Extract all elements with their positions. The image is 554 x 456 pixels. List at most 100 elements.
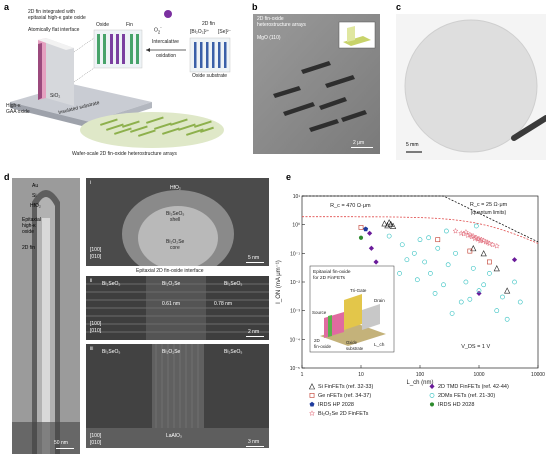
label-oxidation: oxidation — [156, 53, 177, 59]
d-iii-scale: 3 nm — [248, 439, 260, 445]
d-ii-title: Epitaxial 2D fin-oxide interface — [136, 268, 204, 274]
data-point — [468, 233, 475, 240]
data-point — [470, 245, 477, 252]
tweezer-icon — [511, 115, 549, 141]
panel-d: d Au Si HfO₂ Epitaxial high-κ oxide 2D f… — [2, 172, 270, 454]
legend-marker — [429, 393, 435, 398]
data-point — [464, 232, 472, 239]
label-oxide: Oxide — [96, 22, 110, 28]
x-axis-label: L_ch (nm) — [406, 380, 433, 386]
d-ii-scale-bar — [246, 336, 264, 337]
panel-a-illustration — [10, 10, 231, 148]
d-i-axis-1: [100] — [90, 247, 102, 253]
x-tick-label: 1 — [301, 372, 304, 378]
data-point — [445, 262, 451, 268]
d-i-shell-1: Bi₂SeO₅ — [166, 211, 185, 217]
d-si: Si — [32, 193, 37, 199]
x-tick-label: 10000 — [531, 372, 545, 378]
data-point — [381, 220, 388, 227]
data-point — [367, 230, 373, 236]
d-i-scale: 5 nm — [248, 255, 260, 261]
d-i-scale-bar — [246, 262, 264, 263]
y-tick-label: 10⁰ — [292, 223, 300, 229]
label-2d-fin: 2D fin integrated with — [28, 9, 75, 15]
d-au: Au — [32, 183, 39, 189]
data-point — [453, 250, 458, 256]
legend-label: IRDS HD 2028 — [438, 402, 474, 408]
legend-marker — [308, 383, 316, 390]
data-point — [493, 265, 500, 272]
y-tick-label: 10⁻⁴ — [290, 337, 300, 343]
inset-substrate — [320, 324, 386, 346]
data-point — [432, 291, 438, 296]
c-scale-text: 5 mm — [406, 142, 419, 148]
label-2d-fin-right: 2D fin — [202, 21, 216, 27]
legend-marker — [308, 410, 316, 417]
d-scale-bar — [56, 448, 74, 449]
inset-title-2: for 2D FinFETs — [313, 275, 346, 281]
legend-marker — [429, 402, 435, 407]
label-sio2: SiO₂ — [50, 93, 61, 99]
legend-label: Si FinFETs (ref. 32-33) — [318, 384, 373, 390]
inset-substrate-label: substrate — [346, 346, 364, 351]
panel-b-sem-image: 2D fin-oxide heterostructure arrays MgO … — [253, 14, 380, 154]
x-tick-label: 1000 — [473, 372, 484, 378]
data-point — [487, 259, 492, 265]
panel-a: a — [2, 2, 246, 162]
d-ii-label: ii — [90, 278, 93, 284]
data-point — [460, 230, 467, 237]
data-point — [487, 270, 492, 276]
d-i-hfo2: HfO₂ — [170, 185, 181, 191]
wafer-ellipse — [80, 112, 224, 148]
data-point — [500, 294, 505, 300]
annotation-vds: V_DS = 1 V — [461, 344, 490, 350]
data-point — [484, 239, 491, 246]
d-ii-left: Bi₂SeO₅ — [102, 281, 121, 287]
inset-tri-gate: Tri-Gate — [350, 288, 367, 293]
legend-label: 2D TMD FinFETs (ref. 42-44) — [438, 384, 509, 390]
d-i-tem — [86, 178, 269, 266]
d-ii-axis-1: [100] — [90, 321, 102, 327]
data-point — [477, 237, 484, 244]
d-i-core-1: Bi₂O₂Se — [166, 239, 185, 245]
data-point — [358, 225, 364, 230]
d-i-shell-2: shell — [170, 217, 181, 223]
annotation-rc-25: R_c = 25 Ω·μm — [470, 202, 508, 208]
data-point — [386, 233, 392, 239]
legend-marker — [309, 393, 315, 398]
data-point — [363, 226, 369, 232]
data-point — [428, 270, 433, 276]
d-iii-tem — [86, 344, 269, 448]
legend-marker — [429, 383, 435, 389]
rc-470-curve — [302, 216, 539, 244]
data-point — [481, 282, 487, 288]
data-point — [435, 245, 441, 251]
data-point — [512, 279, 517, 285]
label-flat-interface: Atomically flat interface — [28, 27, 80, 33]
data-point — [494, 308, 500, 314]
rc-25-curve — [302, 195, 539, 243]
d-iii-left: Bi₂SeO₅ — [102, 349, 121, 355]
legend-label: IRDS HP 2028 — [318, 402, 354, 408]
annotation-quantum: (quantum limits) — [471, 210, 507, 216]
data-point — [458, 299, 464, 305]
sem-fin-arrays — [273, 61, 367, 132]
data-point — [414, 277, 420, 283]
panel-letter-e: e — [286, 172, 292, 182]
o2-molecule-icon — [164, 10, 172, 18]
d-iii-label: iii — [90, 346, 94, 352]
d-iii-axis-2: [010] — [90, 440, 102, 446]
data-point — [417, 237, 423, 243]
data-point — [473, 223, 479, 229]
data-point — [467, 296, 473, 302]
inset-fin-oxide-label: fin-oxide — [314, 344, 332, 349]
inset-gate — [344, 294, 362, 330]
data-point — [373, 259, 379, 265]
data-point — [463, 279, 469, 285]
inset-2d-label: 2D — [314, 338, 321, 343]
data-point — [504, 287, 511, 294]
data-point — [387, 220, 394, 227]
annotation-rc-470: R_c = 470 Ω·μm — [330, 203, 371, 209]
d-ii-d1: 0.61 nm — [162, 301, 181, 307]
x-tick-label: 100 — [416, 372, 425, 378]
